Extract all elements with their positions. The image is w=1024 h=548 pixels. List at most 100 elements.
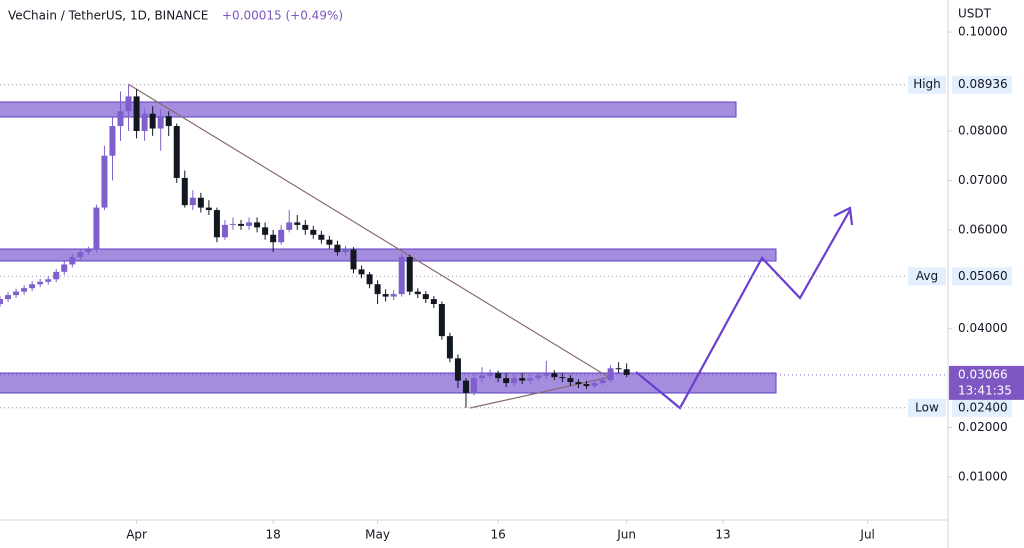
support-zone [0,248,777,262]
x-tick-label: 18 [266,528,281,542]
candle-body [173,126,180,178]
candle-body [623,369,630,375]
candle-body [342,249,349,253]
reference-label: Avg [916,269,938,283]
y-tick-label: 0.01000 [958,469,1008,483]
reference-label: Low [915,400,939,414]
candle-body [446,336,453,359]
candle-body [559,377,566,379]
candle-body [471,378,477,393]
chart-title: VeChain / TetherUS, 1D, BINANCE [8,9,208,23]
candle-body [165,116,172,127]
candle-body [519,378,526,381]
candle-body [141,113,148,131]
y-tick-label: 0.10000 [958,25,1008,39]
candle-body [503,378,510,384]
candle-body [591,383,598,387]
candle-body [286,222,293,230]
candle-body [85,249,92,253]
last-price-box [949,365,1024,400]
candle-body [125,96,132,112]
change: +0.00015 (+0.49%) [222,9,343,23]
axes: 0.10000 0.08000 0.07000 0.06000 0.04000 0.020… [126,25,1024,542]
candle-body [422,294,429,300]
candle-body [229,223,236,225]
y-axis-label: USDT [958,7,992,21]
candle-body [5,295,12,300]
candle-body [334,244,341,253]
candle-body [599,380,606,384]
candle-body [101,155,108,208]
x-tick-label: Apr [126,528,147,542]
candle-body [0,299,3,304]
candle-body [390,294,397,297]
candle-body [454,358,461,381]
candle-body [238,223,245,226]
projection-arrowhead [833,206,854,226]
candle-body [406,257,413,292]
plot-area [0,84,948,409]
candle-body [462,380,469,393]
reference-label: High [913,77,941,91]
reference-value: 0.08936 [958,77,1008,91]
candle-body [366,274,373,285]
candle-body [487,373,494,376]
candle-body [535,375,542,379]
candle-body [567,378,574,383]
candle-body [438,303,445,337]
trend-line [127,83,611,379]
x-tick-label: Jul [859,528,874,542]
last-price-label: 0.03066 [958,367,1008,381]
resistance-zone [0,101,737,118]
candle-body [157,116,164,129]
candle-body [382,294,389,297]
candle-body [294,222,301,225]
drawings [0,83,854,410]
candle-body [69,257,76,265]
countdown: 13:41:35 [958,383,1012,397]
candle-body [93,207,100,250]
reference-value: 0.05060 [958,269,1008,283]
candle-body [77,252,84,258]
candle-body [615,368,622,370]
x-tick-label: 13 [715,528,730,542]
candle-body [270,234,277,243]
reference-value-box [952,75,1012,94]
candle-body [246,222,253,226]
candle-body [302,224,309,230]
candle-body [221,224,228,238]
x-tick-label: May [365,528,390,542]
candle-body [543,373,550,376]
candle-body [414,291,421,295]
candle-body [374,284,381,295]
candle-body [318,234,325,240]
reference-label-box [908,267,946,286]
candle-body [398,257,405,295]
candle-body [479,375,486,379]
y-tick-label: 0.02000 [958,420,1008,434]
candle-body [511,378,518,384]
candle-body [37,281,44,285]
candle-body [583,384,590,387]
candle-body [495,373,502,379]
candle-body [278,229,285,243]
candle-body [262,227,269,235]
y-tick-label: 0.06000 [958,222,1008,236]
candle-body [117,111,124,127]
projection-path [635,209,851,410]
support-zone [0,372,777,394]
reference-value: 0.02400 [958,400,1008,414]
y-tick-label: 0.07000 [958,173,1008,187]
candle-body [575,382,582,385]
candle-body [181,177,188,206]
x-tick-label: Jun [616,528,636,542]
candle-body [21,288,28,292]
candle-body [213,210,220,238]
reference-label-box [908,398,946,417]
candle-body [13,291,20,296]
candle-body [350,249,357,270]
y-tick-label: 0.04000 [958,321,1008,335]
candle-body [254,222,261,228]
candle-body [149,113,156,129]
